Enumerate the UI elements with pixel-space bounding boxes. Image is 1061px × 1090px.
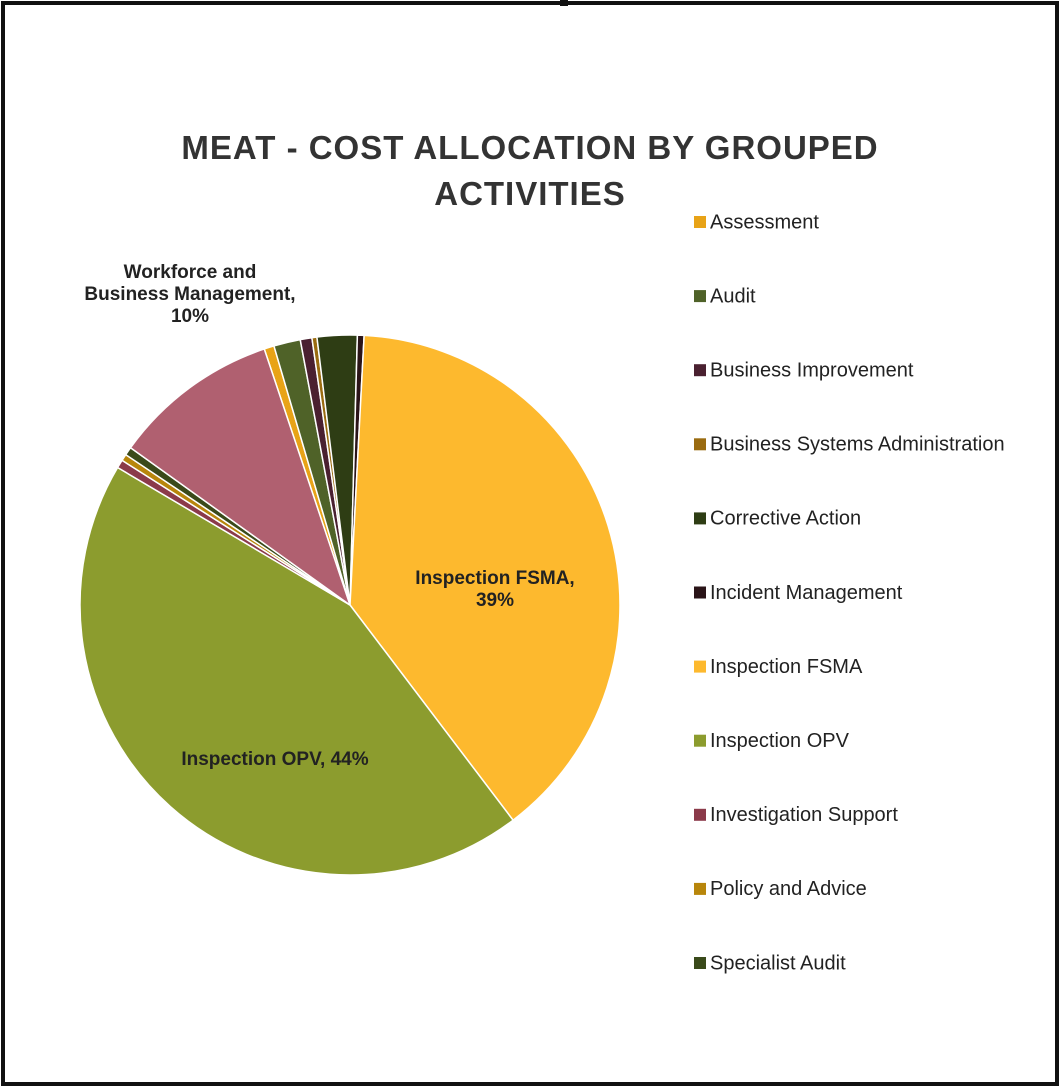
legend-swatch [694, 512, 706, 525]
legend-label: Corrective Action [710, 508, 861, 530]
legend-label: Business Systems Administration [710, 434, 1005, 456]
legend-label: Policy and Advice [710, 878, 867, 900]
data-label: Workforce and Business Management, 10% [84, 262, 296, 327]
chart-title: MEAT - COST ALLOCATION BY GROUPED ACTIVI… [181, 129, 879, 212]
legend-label: Audit [710, 285, 756, 307]
legend-label: Investigation Support [710, 804, 898, 826]
legend-swatch [694, 364, 706, 377]
legend-swatch [694, 734, 706, 747]
legend: Assessment Audit Business Improvement Busin… [694, 211, 1049, 1048]
legend-swatch [694, 438, 706, 451]
pie-slice [349, 334, 621, 822]
frame-stub [560, 0, 568, 6]
legend-label: Assessment [710, 211, 819, 233]
legend-label: Inspection OPV [710, 730, 850, 752]
legend-swatch [694, 290, 706, 303]
legend-swatch [694, 586, 706, 599]
pie [79, 334, 621, 876]
legend-swatch [694, 808, 706, 821]
pie-slice [79, 466, 515, 876]
legend-swatch [694, 1031, 706, 1043]
legend-swatch [694, 957, 706, 969]
legend-label: Inspection FSMA [710, 656, 863, 678]
legend-label: Workforce and Business Management [710, 1026, 1049, 1048]
legend-swatch [694, 882, 706, 895]
data-label: Inspection FSMA, 39% [415, 568, 575, 611]
legend-swatch [694, 216, 706, 228]
data-label: Inspection OPV, 44% [181, 749, 369, 770]
pie-slice [129, 348, 352, 607]
legend-label: Incident Management [710, 582, 903, 604]
legend-label: Specialist Audit [710, 952, 846, 974]
legend-label: Business Improvement [710, 359, 914, 381]
legend-swatch [694, 660, 706, 673]
